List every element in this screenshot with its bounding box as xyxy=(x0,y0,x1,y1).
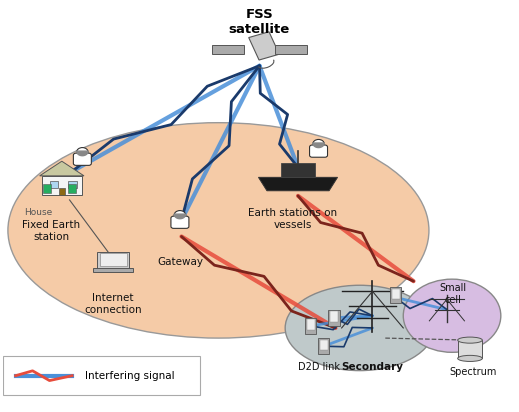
Bar xyxy=(44,184,51,193)
Bar xyxy=(49,181,58,187)
Text: House: House xyxy=(24,208,53,217)
Text: Internet
connection: Internet connection xyxy=(85,293,142,315)
Bar xyxy=(42,176,81,195)
Circle shape xyxy=(313,139,324,149)
Bar xyxy=(281,163,315,177)
Ellipse shape xyxy=(8,123,429,338)
Bar xyxy=(275,45,307,54)
FancyBboxPatch shape xyxy=(309,145,327,157)
Ellipse shape xyxy=(458,356,482,361)
Polygon shape xyxy=(77,151,88,156)
Text: D2D link: D2D link xyxy=(297,363,339,372)
Circle shape xyxy=(174,211,186,220)
FancyBboxPatch shape xyxy=(73,153,91,165)
Bar xyxy=(307,319,315,330)
Circle shape xyxy=(77,147,88,157)
Bar xyxy=(249,32,279,60)
Text: Small
cell: Small cell xyxy=(440,283,467,305)
Bar xyxy=(93,268,133,272)
Bar xyxy=(97,252,129,269)
Ellipse shape xyxy=(458,337,482,343)
Bar xyxy=(318,338,330,354)
Bar xyxy=(212,45,244,54)
Polygon shape xyxy=(313,143,324,147)
Bar xyxy=(458,340,482,358)
Polygon shape xyxy=(258,177,337,191)
Ellipse shape xyxy=(285,285,434,371)
Bar xyxy=(305,318,317,334)
Bar xyxy=(390,288,401,304)
Text: Gateway: Gateway xyxy=(157,257,203,267)
Text: Secondary: Secondary xyxy=(342,363,403,372)
Bar xyxy=(68,181,77,187)
Text: Spectrum: Spectrum xyxy=(449,367,496,377)
FancyBboxPatch shape xyxy=(171,216,189,228)
Text: Interfering signal: Interfering signal xyxy=(85,371,174,381)
Bar xyxy=(68,184,76,193)
Text: Fixed Earth
station: Fixed Earth station xyxy=(22,220,80,242)
Text: FSS
satellite: FSS satellite xyxy=(229,8,290,36)
FancyBboxPatch shape xyxy=(3,356,200,395)
Polygon shape xyxy=(174,214,186,219)
Bar xyxy=(320,339,327,350)
Bar xyxy=(330,311,338,322)
Bar xyxy=(59,187,65,195)
Bar xyxy=(100,253,127,266)
Polygon shape xyxy=(39,161,84,176)
Text: Earth stations on
vessels: Earth stations on vessels xyxy=(248,208,337,229)
Ellipse shape xyxy=(403,279,501,352)
Bar xyxy=(329,310,339,326)
Bar xyxy=(392,289,400,300)
